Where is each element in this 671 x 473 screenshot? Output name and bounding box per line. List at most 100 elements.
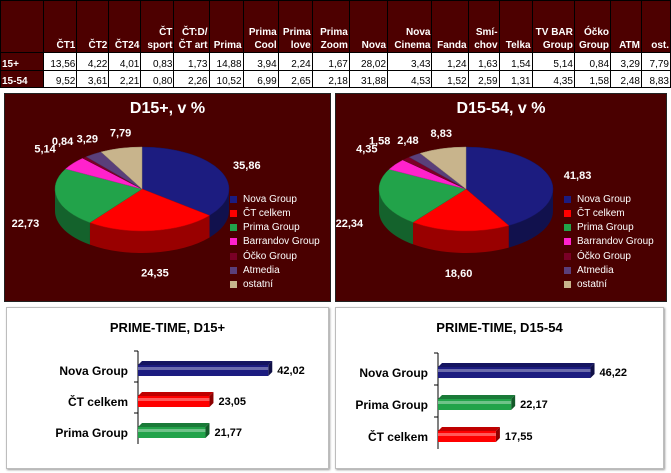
bar-value-label: 23,05: [218, 396, 246, 408]
legend-item: ostatní: [230, 278, 273, 292]
table-cell: 14,88: [208, 52, 244, 71]
col-header: ATM: [610, 0, 642, 53]
table-cell: 5,14: [531, 52, 575, 71]
col-header: Prima Zoom: [311, 0, 350, 53]
table-cell: 10,52: [208, 69, 244, 88]
table-cell: 2,24: [277, 52, 313, 71]
table-cell: 2,26: [173, 69, 210, 88]
bar-category-label: Nova Group: [59, 364, 128, 378]
pie-value-label: 4,35: [356, 143, 377, 155]
pie-value-label: 8,83: [431, 128, 452, 140]
bar-category-label: Prima Group: [355, 398, 428, 412]
bar-title: PRIME-TIME, D15+: [109, 320, 226, 335]
pie-value-label: 5,14: [34, 144, 56, 156]
bar-end-face: [495, 427, 500, 442]
col-header: ČT24: [108, 0, 142, 53]
pie-slice-nova-group: [141, 146, 230, 216]
legend-label: Atmedia: [243, 265, 280, 276]
pie-value-label: 2,48: [397, 135, 418, 147]
legend-swatch: [230, 224, 237, 232]
table-cell: 1,52: [431, 69, 469, 88]
share-table: ČT1 ČT2 ČT24 ČT sport ČT:D/ ČT art Prima…: [0, 0, 671, 88]
table-cell: 4,22: [76, 52, 110, 71]
bar-chart-d15plus: Nova Group 42,02 ČT celkem 23,05 Prima Group…: [55, 350, 305, 444]
pie-value-label: 22,73: [12, 218, 40, 230]
col-header: Nova Cinema: [387, 0, 433, 53]
bar-highlight: [138, 367, 269, 370]
table-cell: 4,53: [387, 69, 433, 88]
bar-end-face: [205, 423, 210, 438]
legend-swatch: [564, 267, 571, 274]
table-cell: 28,02: [348, 52, 389, 71]
pie-value-label: 1,58: [369, 135, 390, 147]
table-cell: 1,63: [467, 52, 500, 71]
col-header: Fanda: [431, 0, 469, 53]
pie-slice-prima-group: [54, 168, 143, 223]
table-cell: 4,01: [108, 52, 142, 71]
legend-label: Prima Group: [243, 222, 300, 234]
bar-panel-d15-54: PRIME-TIME, D15-54 Nova Group 46,22 Prima …: [335, 307, 664, 469]
legend-swatch: [230, 195, 237, 203]
legend-swatch: [564, 281, 571, 289]
legend-item: Óčko Group: [230, 249, 297, 263]
pie-slice-side: [413, 222, 509, 253]
table-cell: 1,54: [498, 52, 533, 71]
bar-top-face: [138, 423, 210, 427]
table-row: 15-54 9,52 3,61 2,21 0,80 2,26 10,52 6,99 2,65 2,…: [0, 69, 671, 88]
col-header: Smí-chov: [467, 0, 500, 53]
legend-label: ostatní: [577, 279, 608, 291]
legend-swatch: [230, 252, 237, 260]
legend-item: ostatní: [564, 278, 607, 292]
table-cell: 2,65: [277, 69, 313, 88]
legend-swatch: [564, 209, 571, 217]
bar-top-face: [138, 392, 214, 396]
pie-slice-side: [379, 189, 414, 245]
legend-label: Barrandov Group: [243, 236, 320, 248]
pie-slice--t-celkem: [89, 188, 211, 232]
bar-category-label: ČT celkem: [368, 429, 428, 444]
col-header: Óčko Group: [573, 0, 612, 53]
legend-swatch: [230, 267, 237, 274]
bar-value-label: 17,55: [505, 431, 533, 443]
bar-top-face: [438, 427, 500, 431]
table-cell: 3,29: [610, 52, 642, 71]
legend-label: Barrandov Group: [577, 236, 654, 248]
bar-highlight: [138, 398, 210, 401]
pie-chart-d15-54: 41,83 18,60 22,34 4,351,58 2,48 8,83: [336, 128, 591, 280]
bar-nova-group: [438, 367, 591, 378]
legend-swatch: [230, 281, 237, 289]
bar-value-label: 46,22: [600, 367, 628, 379]
legend-label: Nova Group: [243, 193, 297, 205]
pie-slice-ostatn-: [419, 146, 467, 190]
legend-swatch: [564, 238, 571, 246]
table-cell: 2,48: [610, 69, 642, 88]
legend-item: Prima Group: [230, 221, 300, 235]
legend-label: ostatní: [243, 279, 274, 291]
table-cell: 1,73: [173, 52, 210, 71]
pie-value-label: 24,35: [141, 268, 169, 280]
table-cell: 1,58: [573, 69, 612, 88]
pie-slice-side: [89, 215, 210, 253]
bar-highlight: [138, 429, 206, 432]
col-header: Prima Cool: [242, 0, 279, 53]
bar-category-label: ČT celkem: [68, 394, 128, 409]
col-header: ČT:D/ ČT art: [173, 0, 210, 53]
legend-item: Nova Group: [230, 192, 297, 206]
table-cell: 6,99: [242, 69, 279, 88]
table-cell: 13,56: [43, 52, 78, 71]
table-cell: 8,83: [640, 69, 671, 88]
bar-end-face: [209, 392, 214, 407]
pie-slice-nova-group: [465, 146, 554, 226]
row-label: 15-54: [0, 69, 45, 88]
bar-value-label: 21,77: [214, 427, 242, 439]
bar-category-label: Nova Group: [359, 366, 428, 380]
legend-swatch: [564, 224, 571, 232]
table-cell: 0,83: [140, 52, 175, 71]
table-cell: 4,35: [531, 69, 575, 88]
bar-highlight: [438, 433, 496, 436]
pie-value-label: 18,60: [445, 268, 473, 280]
legend-label: Nova Group: [577, 193, 631, 205]
col-header: TV BAR Group: [531, 0, 575, 53]
table-cell: 3,43: [387, 52, 433, 71]
pie-value-label: 3,29: [77, 134, 98, 146]
